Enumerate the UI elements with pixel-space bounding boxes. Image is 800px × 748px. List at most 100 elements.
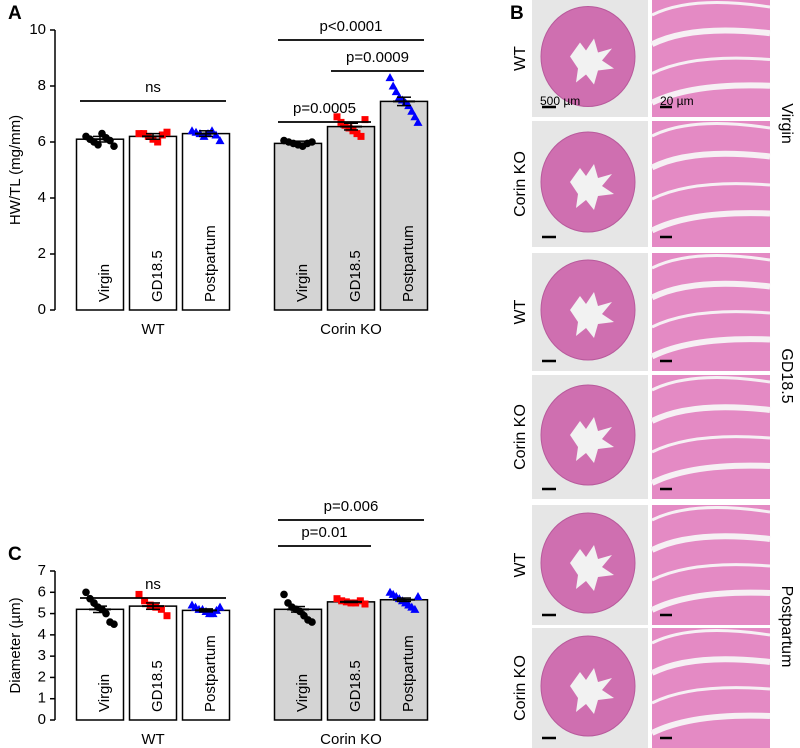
category-label: Postpartum [400, 635, 417, 712]
genotype-label: WT [512, 299, 529, 324]
y-axis-label: Diameter (µm) [7, 597, 24, 693]
condition-label: Postpartum [778, 586, 795, 668]
panel-label: B [510, 3, 524, 24]
data-point [146, 601, 154, 609]
data-point [135, 130, 143, 138]
category-label: Virgin [96, 264, 113, 302]
data-point [308, 618, 316, 626]
bar [379, 100, 429, 311]
y-tick-label: 4 [38, 626, 46, 643]
error-bar [195, 130, 217, 138]
data-point [356, 597, 364, 605]
y-tick-label: 4 [38, 189, 46, 206]
y-tick-label: 6 [38, 133, 46, 150]
tissue-gap [651, 629, 771, 645]
tissue-gap [651, 1, 771, 17]
category-label: GD18.5 [149, 660, 166, 712]
data-point [215, 602, 225, 611]
error-bar [89, 605, 111, 614]
significance-label: ns [145, 79, 161, 96]
bar [128, 135, 178, 311]
data-point [391, 87, 401, 96]
tissue-gap [650, 533, 771, 553]
genotype-label: Corin KO [512, 404, 529, 470]
category-label: Virgin [294, 264, 311, 302]
category-label: GD18.5 [347, 660, 364, 712]
heart-cavity [570, 545, 614, 591]
tissue-gap [650, 336, 771, 360]
data-point [82, 588, 90, 597]
scale-label: 500 µm [540, 94, 580, 108]
data-point [152, 603, 160, 611]
tissue-gap [651, 254, 771, 270]
error-bar [393, 96, 415, 107]
bar [75, 138, 125, 311]
y-tick-label: 0 [38, 301, 46, 318]
panel-label: C [8, 544, 22, 565]
significance-label: p=0.01 [301, 524, 347, 541]
group-label: WT [141, 321, 164, 338]
data-point [308, 138, 316, 146]
significance-label: p<0.0001 [320, 18, 383, 35]
tissue-gap [650, 656, 771, 676]
tissue-gap [650, 82, 771, 106]
data-point [361, 600, 369, 608]
y-tick-label: 1 [38, 690, 46, 707]
tissue-gap [651, 182, 771, 201]
genotype-label: WT [512, 46, 529, 71]
error-bar [393, 597, 415, 603]
data-point [154, 138, 162, 146]
data-point [140, 130, 148, 138]
bar [181, 609, 231, 721]
data-point [110, 620, 118, 629]
data-point [280, 590, 288, 599]
tissue-gap [651, 563, 771, 582]
heart-cavity [570, 668, 614, 714]
y-tick-label: 2 [38, 668, 46, 685]
tissue-gap [650, 404, 771, 424]
category-label: GD18.5 [347, 250, 364, 302]
bar [181, 132, 231, 311]
tissue-gap [650, 150, 771, 171]
category-label: GD18.5 [149, 250, 166, 302]
tissue-gap [651, 506, 771, 522]
data-point [158, 131, 166, 139]
y-tick-label: 6 [38, 583, 46, 600]
genotype-label: WT [512, 552, 529, 577]
data-point [413, 592, 423, 601]
heart-cavity [570, 38, 614, 85]
genotype-label: Corin KO [512, 655, 529, 721]
data-point [338, 597, 346, 605]
bar [326, 125, 376, 311]
panel-label: A [8, 3, 22, 24]
group-label: Corin KO [320, 321, 382, 338]
data-point [141, 597, 149, 605]
data-point [345, 124, 353, 132]
significance-label: p=0.0005 [293, 100, 356, 117]
heart-cavity [570, 292, 614, 338]
data-point [333, 113, 341, 121]
heart-cavity [570, 164, 614, 210]
tissue-gap [650, 280, 771, 301]
genotype-label: Corin KO [512, 151, 529, 217]
y-tick-label: 8 [38, 77, 46, 94]
data-point [333, 595, 341, 603]
y-tick-label: 2 [38, 245, 46, 262]
data-point [163, 612, 171, 620]
tissue-gap [650, 210, 771, 234]
data-point [349, 127, 357, 135]
data-point [110, 142, 118, 150]
error-bar [287, 140, 309, 147]
data-point [410, 112, 420, 121]
y-axis-label: HW/TL (mg/mm) [7, 115, 24, 225]
tissue-gap [651, 435, 771, 454]
tissue-gap [651, 686, 771, 705]
data-point [135, 590, 143, 598]
y-tick-label: 0 [38, 711, 46, 728]
tissue-gap [651, 376, 771, 392]
error-bar [142, 132, 164, 140]
tissue-gap [650, 462, 771, 486]
scale-label: 20 µm [660, 94, 694, 108]
data-point [341, 121, 349, 129]
